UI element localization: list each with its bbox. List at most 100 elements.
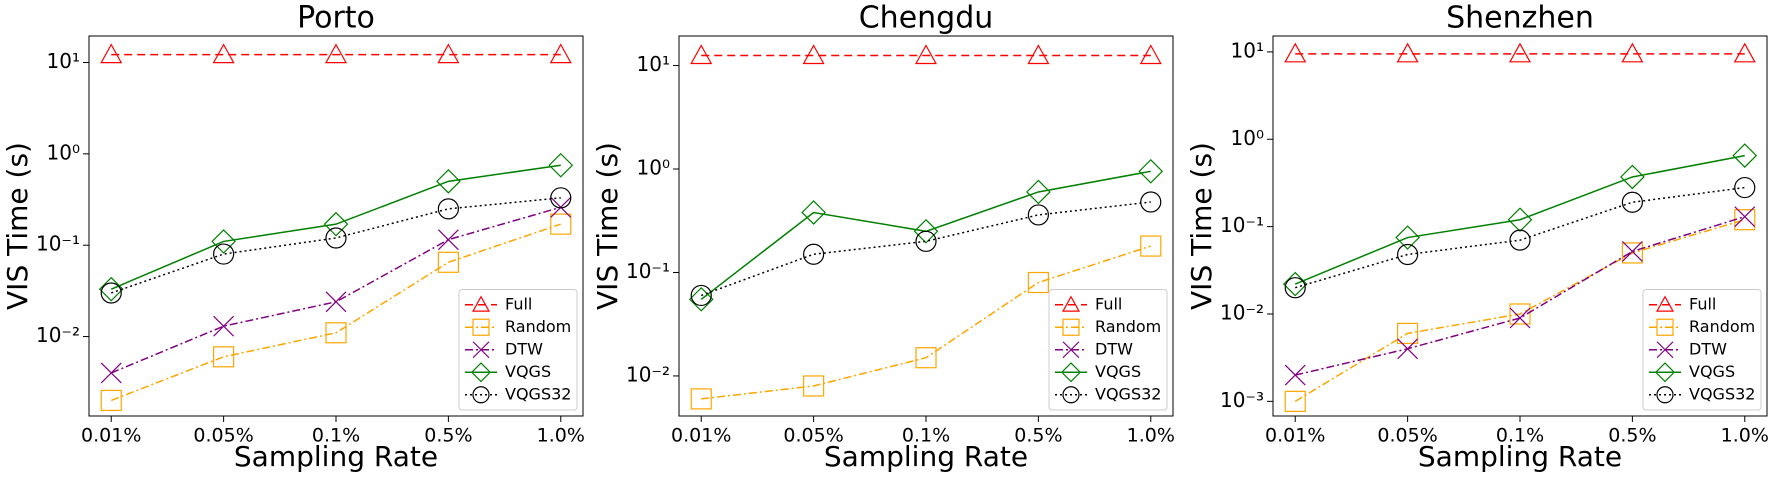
marker xyxy=(802,44,825,65)
marker xyxy=(1140,191,1162,213)
marker xyxy=(98,276,124,302)
y-tick-label: 10¹ xyxy=(1231,38,1264,62)
marker xyxy=(548,152,574,178)
marker xyxy=(803,375,825,397)
marker xyxy=(690,284,712,307)
series-line xyxy=(110,223,562,402)
marker xyxy=(1732,143,1758,168)
legend-label: Full xyxy=(505,294,532,313)
x-tick-label: 1.0% xyxy=(537,425,585,447)
y-tick-label: 10⁻¹ xyxy=(1220,213,1264,237)
series-line xyxy=(110,164,561,290)
chart-panel: Shenzhen Sampling Rate VIS Time (s) 10⁻³ 10⁻… xyxy=(1185,1,1769,474)
series-line xyxy=(1295,186,1745,289)
marker xyxy=(1509,229,1531,251)
x-tick-label: 0.1% xyxy=(312,425,360,447)
marker xyxy=(324,43,348,64)
marker xyxy=(914,44,938,65)
chart-title: Porto xyxy=(297,1,375,36)
marker xyxy=(1621,42,1644,63)
marker xyxy=(437,198,459,220)
marker xyxy=(1620,164,1645,190)
marker xyxy=(803,243,825,265)
x-tick-label: 0.01% xyxy=(81,425,141,447)
marker xyxy=(1140,235,1162,257)
marker xyxy=(1655,295,1675,312)
marker xyxy=(1621,191,1643,213)
marker xyxy=(437,251,459,273)
x-axis-label: Sampling Rate xyxy=(1418,440,1622,473)
marker xyxy=(690,44,713,65)
marker xyxy=(1397,338,1419,360)
x-tick-label: 0.05% xyxy=(1377,425,1437,447)
series-line xyxy=(1294,154,1745,285)
y-tick-label: 10¹ xyxy=(47,49,80,73)
marker xyxy=(1656,318,1674,336)
x-tick-label: 0.01% xyxy=(671,425,731,447)
marker xyxy=(1062,341,1080,359)
marker xyxy=(1284,42,1307,63)
y-tick-label: 10⁰ xyxy=(637,156,670,180)
x-axis-label: Sampling Rate xyxy=(234,440,438,473)
marker xyxy=(472,341,490,359)
marker xyxy=(437,229,459,251)
x-tick-label: 1.0% xyxy=(1127,425,1175,447)
marker xyxy=(1734,176,1756,199)
marker xyxy=(325,227,347,249)
marker xyxy=(1062,318,1080,336)
marker xyxy=(100,389,122,412)
y-tick-label: 10⁰ xyxy=(1231,126,1264,150)
series-line xyxy=(700,170,1151,300)
marker xyxy=(1284,277,1306,299)
marker xyxy=(1397,322,1419,344)
marker xyxy=(915,230,937,252)
legend-label: Full xyxy=(1095,294,1122,313)
y-tick-label: 10⁰ xyxy=(47,140,80,164)
series-line xyxy=(1294,218,1745,403)
chart-panel: Porto Sampling Rate VIS Time (s)10⁻² 10⁻¹ 10… xyxy=(1,1,585,474)
marker xyxy=(1061,295,1081,312)
x-tick-label: 0.01% xyxy=(1265,425,1325,447)
marker xyxy=(1138,158,1164,184)
y-tick-label: 10⁻² xyxy=(626,362,670,386)
marker xyxy=(100,282,122,304)
marker xyxy=(1395,225,1420,250)
marker xyxy=(1509,303,1531,325)
marker xyxy=(1621,242,1643,264)
marker xyxy=(690,388,712,410)
marker xyxy=(1284,390,1306,412)
chart-title: Chengdu xyxy=(859,1,994,36)
marker xyxy=(472,318,490,336)
marker xyxy=(1027,204,1049,226)
series-line xyxy=(110,197,561,294)
marker xyxy=(471,295,491,312)
marker xyxy=(1734,206,1756,228)
chart-panel: Chengdu Sampling Rate VIS Time (s) 10⁻² 10⁻¹… xyxy=(591,1,1175,474)
legend-label: Random xyxy=(1095,317,1161,336)
y-tick-label: 10¹ xyxy=(637,52,670,76)
marker xyxy=(1284,364,1306,386)
marker xyxy=(100,43,123,64)
marker xyxy=(688,286,714,312)
marker xyxy=(1507,207,1533,233)
legend-label: VQGS32 xyxy=(505,384,571,403)
legend-label: VQGS xyxy=(505,362,551,381)
marker xyxy=(1027,44,1050,65)
marker xyxy=(325,291,347,313)
legend-label: VQGS xyxy=(1689,362,1735,381)
marker xyxy=(913,218,939,244)
marker xyxy=(1026,179,1051,205)
legend-label: VQGS xyxy=(1095,362,1141,381)
marker xyxy=(1396,42,1419,63)
marker xyxy=(549,43,572,64)
marker xyxy=(325,322,347,344)
x-tick-label: 0.5% xyxy=(1014,425,1062,447)
legend-label: VQGS32 xyxy=(1689,384,1755,403)
x-tick-label: 0.05% xyxy=(783,425,843,447)
chart-title: Shenzhen xyxy=(1446,1,1594,36)
marker xyxy=(550,187,572,209)
legend-label: VQGS32 xyxy=(1095,384,1161,403)
x-tick-label: 1.0% xyxy=(1721,425,1769,447)
legend-label: DTW xyxy=(1095,339,1133,358)
